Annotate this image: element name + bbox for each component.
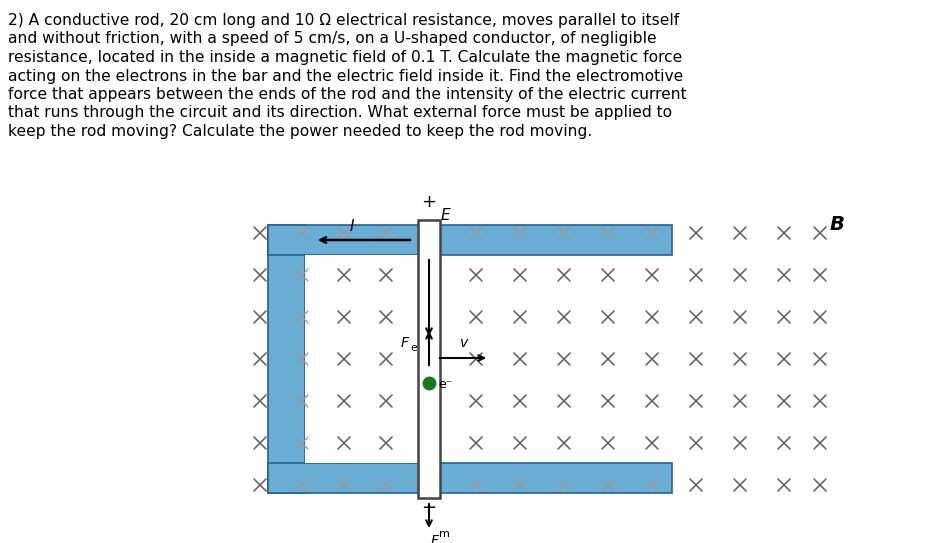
Text: e⁻: e⁻ — [438, 378, 452, 392]
Text: F: F — [401, 336, 409, 350]
Text: force that appears between the ends of the rod and the intensity of the electric: force that appears between the ends of t… — [8, 87, 687, 102]
Bar — [268, 463, 672, 493]
Text: +: + — [421, 193, 436, 211]
Text: 2) A conductive rod, 20 cm long and 10 Ω electrical resistance, moves parallel t: 2) A conductive rod, 20 cm long and 10 Ω… — [8, 13, 679, 28]
Text: v: v — [459, 336, 468, 350]
Text: F: F — [431, 534, 439, 543]
Text: that runs through the circuit and its direction. What external force must be app: that runs through the circuit and its di… — [8, 105, 672, 121]
Text: and without friction, with a speed of 5 cm/s, on a U-shaped conductor, of neglig: and without friction, with a speed of 5 … — [8, 31, 657, 47]
Text: keep the rod moving? Calculate the power needed to keep the rod moving.: keep the rod moving? Calculate the power… — [8, 124, 592, 139]
Text: resistance, located in the inside a magnetic field of 0.1 T. Calculate the magne: resistance, located in the inside a magn… — [8, 50, 682, 65]
Text: acting on the electrons in the bar and the electric field inside it. Find the el: acting on the electrons in the bar and t… — [8, 68, 683, 84]
Text: −: − — [421, 499, 436, 517]
Bar — [268, 225, 672, 255]
Bar — [268, 225, 305, 493]
Text: e: e — [410, 343, 417, 353]
Text: I: I — [350, 219, 354, 234]
Text: m: m — [439, 529, 450, 539]
Bar — [418, 220, 440, 498]
Bar — [305, 255, 418, 463]
Text: E: E — [441, 208, 451, 223]
Text: B: B — [830, 216, 845, 235]
